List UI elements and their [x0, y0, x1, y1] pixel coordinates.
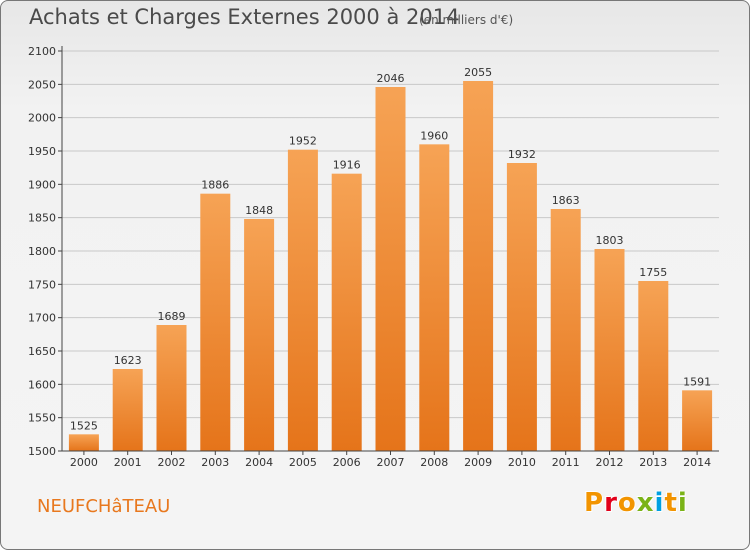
location-name: NEUFCHâTEAU [37, 496, 171, 517]
bar [375, 87, 406, 451]
data-label: 1755 [639, 266, 667, 279]
logo-letter: r [604, 488, 618, 518]
chart-title: Achats et Charges Externes 2000 à 2014 [29, 5, 460, 29]
data-label: 1689 [158, 310, 186, 323]
y-tick-label: 2050 [28, 78, 56, 91]
y-tick-label: 2000 [28, 112, 56, 125]
y-tick-label: 1650 [28, 345, 56, 358]
x-tick-label: 2001 [114, 456, 142, 469]
bar [506, 163, 537, 451]
logo-letter: i [654, 488, 665, 518]
bar [463, 81, 494, 451]
data-label: 2046 [377, 72, 405, 85]
bar [638, 281, 669, 451]
bar [156, 325, 187, 451]
bar [287, 149, 318, 451]
bar [112, 369, 143, 451]
y-tick-label: 1800 [28, 245, 56, 258]
x-tick-label: 2008 [420, 456, 448, 469]
y-tick-label: 1700 [28, 312, 56, 325]
bar [68, 434, 99, 451]
chart-subtitle: (en milliers d'€) [419, 13, 514, 27]
logo-letter: x [636, 488, 655, 518]
y-tick-label: 1500 [28, 445, 56, 458]
data-label: 1863 [552, 194, 580, 207]
data-labels: 1525 1623 1689 1886 1848 1952 1916 2046 1960 2055… [70, 66, 711, 432]
data-label: 1886 [201, 179, 229, 192]
bar [550, 209, 581, 451]
data-label: 1848 [245, 204, 273, 217]
data-label: 1960 [420, 129, 448, 142]
y-tick-label: 2100 [28, 45, 56, 58]
y-tick-label: 1950 [28, 145, 56, 158]
data-label: 2055 [464, 66, 492, 79]
y-tick-label: 1850 [28, 212, 56, 225]
bar [419, 144, 450, 452]
x-tick-label: 2002 [158, 456, 186, 469]
y-tick-labels: 1500 1550 1600 1650 1700 1750 1800 1850 1900 1950… [28, 45, 56, 458]
y-tick-label: 1900 [28, 178, 56, 191]
data-label: 1803 [596, 234, 624, 247]
x-tick-label: 2000 [70, 456, 98, 469]
x-tick-label: 2005 [289, 456, 317, 469]
x-tick-label: 2012 [596, 456, 624, 469]
bar [594, 249, 625, 451]
bar [682, 390, 713, 451]
x-tick-label: 2004 [245, 456, 273, 469]
bars [68, 81, 713, 452]
y-tick-label: 1600 [28, 378, 56, 391]
x-tick-labels: 2000 2001 2002 2003 2004 2005 2006 2007 2008 2009… [70, 451, 711, 469]
x-tick-label: 2010 [508, 456, 536, 469]
data-label: 1623 [114, 354, 142, 367]
x-tick-label: 2003 [201, 456, 229, 469]
bar [200, 193, 231, 451]
data-label: 1916 [333, 159, 361, 172]
data-label: 1525 [70, 419, 98, 432]
data-label: 1932 [508, 148, 536, 161]
data-label: 1952 [289, 135, 317, 148]
y-tick-label: 1550 [28, 412, 56, 425]
x-tick-label: 2011 [552, 456, 580, 469]
logo-letter: t [664, 488, 678, 518]
x-tick-label: 2009 [464, 456, 492, 469]
y-tick-label: 1750 [28, 278, 56, 291]
logo-letter: i [677, 488, 688, 518]
logo-letter: P [584, 488, 605, 518]
x-tick-label: 2013 [639, 456, 667, 469]
proxiti-logo[interactable]: Proxiti [584, 488, 688, 518]
bar [244, 219, 275, 451]
x-tick-label: 2007 [377, 456, 405, 469]
x-tick-label: 2006 [333, 456, 361, 469]
data-label: 1591 [683, 375, 711, 388]
x-tick-label: 2014 [683, 456, 711, 469]
bar [331, 173, 362, 451]
logo-letter: o [617, 488, 637, 518]
